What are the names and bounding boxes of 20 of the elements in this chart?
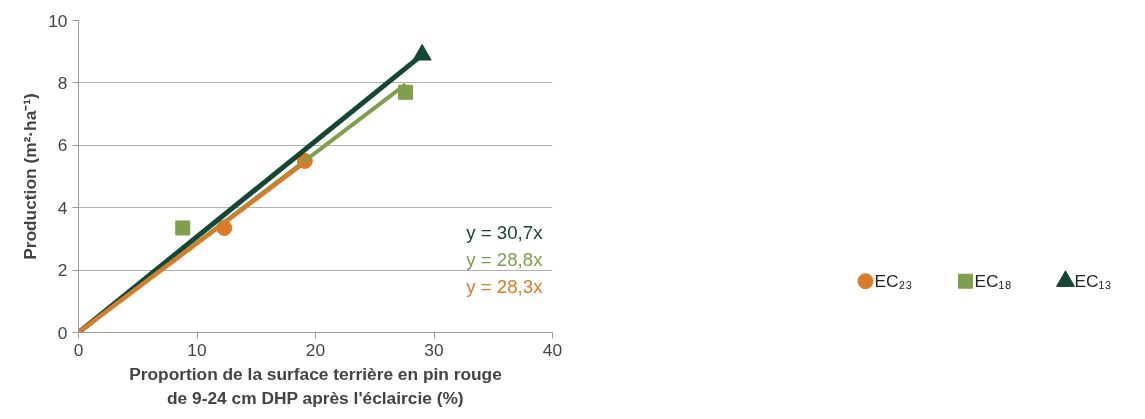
x-tick-label: 40 bbox=[542, 339, 563, 360]
y-tick-label: 6 bbox=[57, 135, 68, 156]
legend-label: EC₁₃ bbox=[1074, 271, 1112, 292]
point bbox=[175, 220, 191, 236]
x-tick-label: 10 bbox=[187, 339, 207, 360]
y-axis-title: Production (m²·ha⁻¹) bbox=[20, 93, 41, 260]
annotation: y = 28,3x bbox=[466, 275, 544, 297]
y-tick-label: 10 bbox=[48, 10, 68, 31]
x-tick-label: 0 bbox=[73, 339, 84, 360]
legend-label: EC₁₈ bbox=[974, 271, 1012, 292]
annotation: y = 30,7x bbox=[466, 221, 544, 243]
y-tick-label: 8 bbox=[57, 72, 68, 93]
x-tick-label: 20 bbox=[305, 339, 326, 360]
y-tick-label: 0 bbox=[57, 322, 68, 343]
annotation: y = 28,8x bbox=[466, 248, 544, 270]
x-axis-title: Proportion de la surface terrière en pin rouge de 9-24 cm DHP après l'éclaircie (%) bbox=[129, 363, 503, 408]
y-tick-label: 2 bbox=[57, 260, 68, 281]
legend-label: EC₂₃ bbox=[874, 271, 913, 292]
x-tick-label: 30 bbox=[424, 339, 444, 360]
y-tick-label: 4 bbox=[57, 197, 68, 218]
